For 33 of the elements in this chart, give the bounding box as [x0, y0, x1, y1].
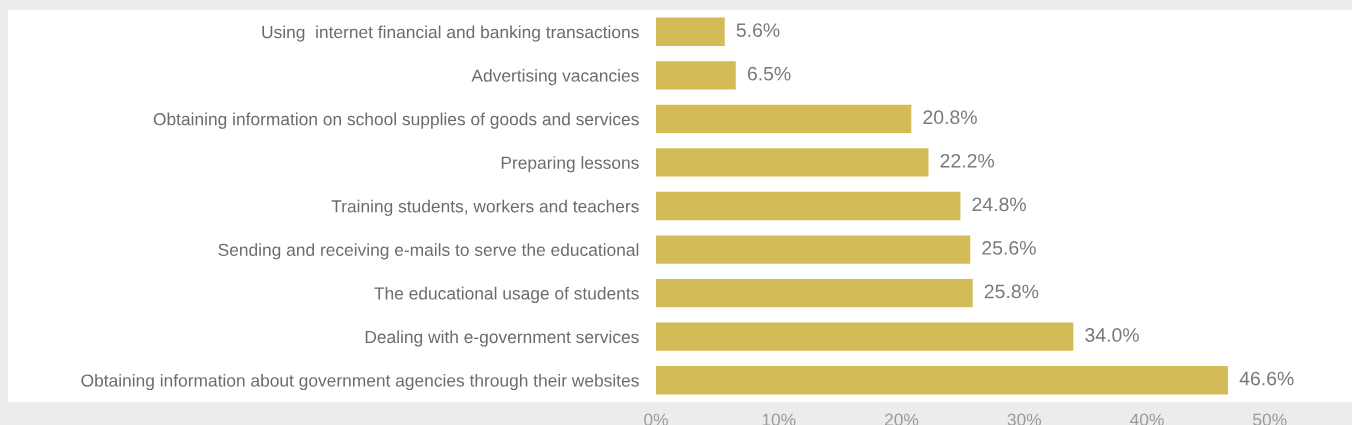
data-label: 22.2%	[940, 153, 995, 168]
y-tick-label: Advertising vacancies	[471, 69, 639, 86]
bar	[656, 235, 971, 264]
bar	[656, 191, 961, 221]
data-label: 25.6%	[982, 241, 1036, 255]
data-label: 25.8%	[984, 284, 1039, 299]
y-tick-label: Training students, workers and teachers	[331, 199, 639, 216]
bar	[656, 61, 736, 90]
data-label: 5.6%	[736, 23, 780, 37]
data-label: 24.8%	[972, 197, 1026, 212]
y-tick-label: Using internet financial and banking transactions	[262, 25, 639, 42]
y-tick-label: Obtaining information on school supplies of goods and services	[153, 112, 639, 129]
bar	[656, 104, 912, 134]
x-tick-label: 50%	[1253, 413, 1287, 425]
bar	[656, 148, 929, 177]
y-tick-label: Dealing with e-government services	[365, 330, 639, 347]
y-tick-label: Obtaining information about government agencies through their websites	[81, 373, 639, 391]
data-label: 20.8%	[923, 110, 977, 125]
x-tick-label: 0%	[644, 413, 668, 425]
y-tick-label: Sending and receiving e-mails to serve the educational	[218, 243, 639, 260]
y-tick-label: Preparing lessons	[501, 156, 639, 173]
x-tick-label: 30%	[1007, 413, 1042, 425]
x-tick-label: 40%	[1130, 413, 1164, 425]
x-tick-label: 10%	[762, 413, 796, 425]
x-tick-label: 20%	[885, 413, 919, 425]
bar	[656, 366, 1229, 395]
bar	[656, 322, 1074, 351]
bar	[656, 17, 725, 46]
y-tick-label: The educational usage of students	[374, 286, 639, 303]
bar	[656, 278, 973, 308]
data-label: 6.5%	[747, 66, 791, 81]
data-label: 46.6%	[1239, 371, 1294, 386]
data-label: 34.0%	[1085, 328, 1139, 342]
